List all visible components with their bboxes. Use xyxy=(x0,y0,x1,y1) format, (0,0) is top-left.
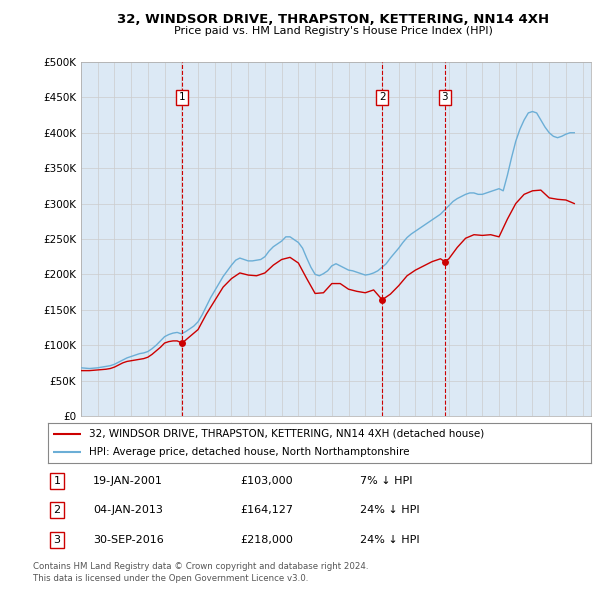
Text: 7% ↓ HPI: 7% ↓ HPI xyxy=(360,476,413,486)
Text: Contains HM Land Registry data © Crown copyright and database right 2024.: Contains HM Land Registry data © Crown c… xyxy=(33,562,368,571)
Text: 3: 3 xyxy=(53,535,61,545)
Text: 24% ↓ HPI: 24% ↓ HPI xyxy=(360,506,419,515)
Text: 1: 1 xyxy=(53,476,61,486)
Text: 32, WINDSOR DRIVE, THRAPSTON, KETTERING, NN14 4XH (detached house): 32, WINDSOR DRIVE, THRAPSTON, KETTERING,… xyxy=(89,429,484,439)
Text: HPI: Average price, detached house, North Northamptonshire: HPI: Average price, detached house, Nort… xyxy=(89,447,409,457)
Text: 32, WINDSOR DRIVE, THRAPSTON, KETTERING, NN14 4XH: 32, WINDSOR DRIVE, THRAPSTON, KETTERING,… xyxy=(117,13,549,26)
Text: 2: 2 xyxy=(379,93,385,102)
Text: Price paid vs. HM Land Registry's House Price Index (HPI): Price paid vs. HM Land Registry's House … xyxy=(173,26,493,36)
Text: £164,127: £164,127 xyxy=(240,506,293,515)
Text: 04-JAN-2013: 04-JAN-2013 xyxy=(93,506,163,515)
Text: £103,000: £103,000 xyxy=(240,476,293,486)
Text: 3: 3 xyxy=(442,93,448,102)
Text: 24% ↓ HPI: 24% ↓ HPI xyxy=(360,535,419,545)
Text: 19-JAN-2001: 19-JAN-2001 xyxy=(93,476,163,486)
Text: 2: 2 xyxy=(53,506,61,515)
Text: £218,000: £218,000 xyxy=(240,535,293,545)
Text: 1: 1 xyxy=(179,93,185,102)
Text: This data is licensed under the Open Government Licence v3.0.: This data is licensed under the Open Gov… xyxy=(33,574,308,583)
Text: 30-SEP-2016: 30-SEP-2016 xyxy=(93,535,164,545)
